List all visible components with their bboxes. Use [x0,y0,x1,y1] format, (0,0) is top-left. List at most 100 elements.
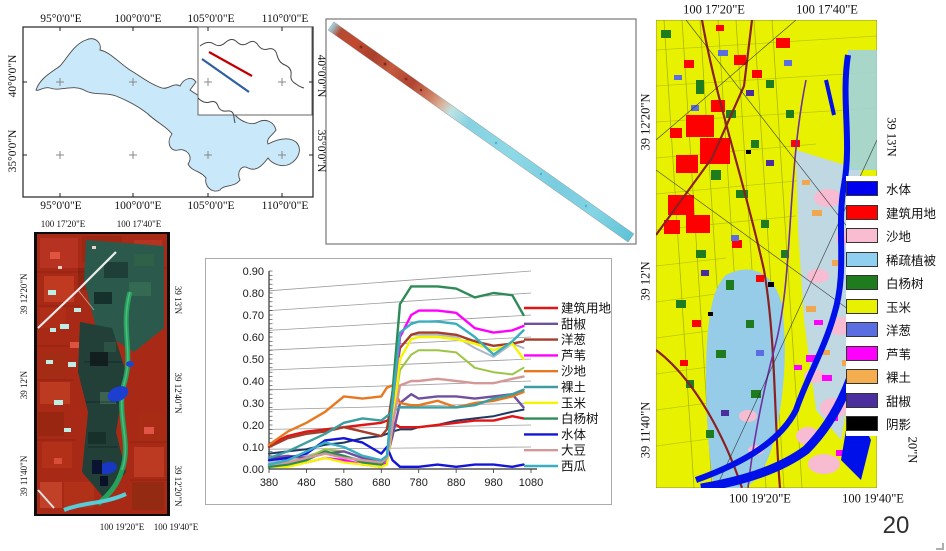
svg-text:0.10: 0.10 [243,442,264,454]
dark-blobs [92,460,108,486]
overview-left-tick-2: 35°0'0"N [7,129,19,173]
sparse-veg-topright [848,50,877,170]
cyan-patches [46,290,81,432]
fc-left-label-3: 39 11'40"N [19,455,29,497]
svg-text:0.40: 0.40 [243,376,264,388]
legend-item: 芦苇 [846,343,946,364]
page-number: 20 [882,512,910,539]
edge-ticks [23,27,313,197]
legend-swatch [846,345,878,361]
roads-white [37,251,117,509]
cm-bottom-label-2: 100 19'40"E [842,491,904,506]
legend-swatch [846,298,878,314]
shadow-patches [708,150,774,316]
legend-label: 洋葱 [886,323,912,338]
onion-pepper-patches [674,50,792,416]
legend-swatch [846,228,878,243]
legend-item: 裸土 [846,366,946,387]
svg-text:白杨树: 白杨树 [561,411,599,426]
svg-text:0.30: 0.30 [243,398,264,410]
fc-right-label-1: 39 13'N [173,285,183,315]
legend-swatch [846,275,878,290]
svg-text:0.80: 0.80 [243,288,264,300]
legend-label: 建筑用地 [886,205,937,221]
cm-left-label-3: 39 11'40"N [638,401,653,459]
overview-top-tick-4: 110°0'0"E [261,13,309,25]
cm-right-label-2: 20"N [905,436,920,464]
legend-label: 裸土 [886,370,912,385]
overview-left-tick-1: 40°0'0"N [7,54,19,98]
legend-swatch [846,181,878,196]
flight-line-red [208,51,253,77]
fc-left-label-1: 39 12'20"N [19,273,29,315]
svg-text:沙地: 沙地 [561,364,587,379]
svg-text:0.70: 0.70 [243,310,264,322]
overview-inset [197,26,313,124]
cm-top-label-2: 100 17'40"E [796,2,858,17]
svg-text:建筑用地: 建筑用地 [561,301,611,316]
graticule-crosses [56,78,286,159]
svg-text:980: 980 [484,477,502,489]
svg-text:玉米: 玉米 [561,395,587,410]
legend-label: 甜椒 [886,393,912,409]
svg-text:西瓜: 西瓜 [561,459,587,474]
svg-text:裸土: 裸土 [561,380,586,395]
svg-text:甜椒: 甜椒 [561,316,587,331]
inset-boundary-line [199,39,305,89]
legend-label: 芦苇 [886,346,912,362]
classified-map-legend: 水体 建筑用地 沙地 稀疏植被 白杨树 [846,176,946,436]
legend-item: 水体 [846,178,946,199]
fc-bottom-label-1: 100 19'20"E [99,522,145,532]
corner-mark [936,543,944,550]
legend-item: 玉米 [846,296,946,317]
legend-item: 沙地 [846,225,946,246]
legend-swatch [846,322,878,337]
gansu-province-shape [35,38,300,192]
legend-label: 稀疏植被 [886,252,937,268]
cm-left-label-1: 39 12'20"N [638,93,653,151]
overview-map [22,26,314,198]
svg-text:0.50: 0.50 [243,354,264,366]
svg-text:480: 480 [297,477,315,489]
spectra-chart-panel: 380 480 580 680 780 880 980 1080 0.00 0.10 0.20 0.3… [205,258,612,505]
legend-item: 甜椒 [846,390,946,411]
svg-text:洋葱: 洋葱 [561,332,586,347]
legend-swatch [846,392,878,408]
legend-label: 阴影 [886,417,912,432]
fc-top-label-2: 100 17'40"E [116,219,162,229]
cyan-channel [63,492,127,512]
svg-text:880: 880 [447,477,465,489]
inset-boundary-line-2 [197,97,236,124]
flight-strip-image [327,21,635,243]
cm-left-label-2: 39 12'N [638,261,653,301]
cm-bottom-label-1: 100 19'20"E [729,491,791,506]
fc-left-label-2: 39 12'N [19,370,29,400]
overview-bottom-tick-2: 100°0'0"E [114,200,162,212]
transmission-lines [656,20,877,488]
svg-text:0.20: 0.20 [243,420,264,432]
false-color-image [34,232,170,516]
legend-swatch [846,416,878,431]
road-purple [747,79,807,488]
cm-right-label-1: 39 13'N [884,117,899,157]
swath-strip-panel [325,18,637,245]
fc-top-label-1: 100 17'20"E [40,219,86,229]
lakes [99,361,134,475]
svg-text:1080: 1080 [519,477,543,489]
legend-swatch [846,251,878,267]
fc-bottom-label-2: 100 19'40"E [153,522,199,532]
sparse-veg-central [706,269,785,488]
strip-speckles [359,45,588,208]
fc-right-label-3: 39 12'20"N [173,465,183,507]
svg-text:大豆: 大豆 [561,443,586,458]
overview-top-tick-3: 105°0'0"E [187,13,235,25]
legend-swatch [846,369,878,384]
svg-text:0.60: 0.60 [243,332,264,344]
legend-label: 玉米 [886,299,912,315]
flight-line-blue [201,58,250,93]
classified-map [656,20,877,488]
cm-top-label-1: 100 17'20"E [683,2,745,17]
svg-text:0.90: 0.90 [243,266,264,278]
overview-top-tick-1: 95°0'0"E [40,13,82,25]
legend-label: 水体 [886,182,912,197]
